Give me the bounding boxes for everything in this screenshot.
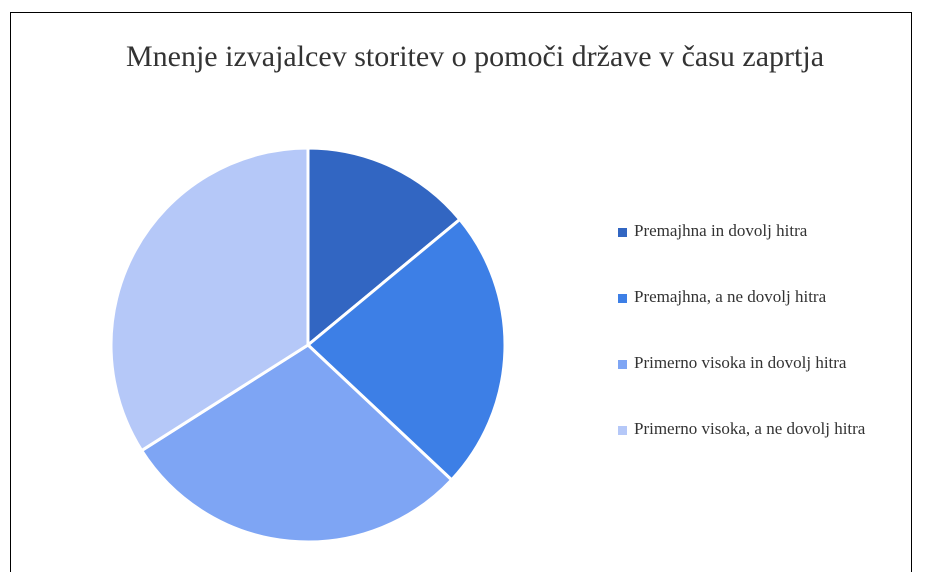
pie-slice (306, 146, 462, 349)
legend: Premajhna in dovolj hitra Premajhna, a ne… (618, 220, 918, 484)
legend-swatch (618, 360, 627, 369)
legend-swatch (618, 426, 627, 435)
legend-label: Premajhna in dovolj hitra (634, 221, 808, 240)
legend-swatch (618, 294, 627, 303)
legend-item: Premajhna in dovolj hitra (618, 220, 918, 286)
legend-swatch (618, 228, 627, 237)
pie-slice (139, 343, 454, 544)
chart-frame (10, 12, 912, 572)
pie-slice (305, 217, 507, 482)
legend-item: Primerno visoka in dovolj hitra (618, 352, 918, 418)
pie-slice (109, 146, 310, 453)
legend-item: Primerno visoka, a ne dovolj hitra (618, 418, 918, 484)
legend-label: Primerno visoka, a ne dovolj hitra (634, 419, 866, 438)
legend-label: Premajhna, a ne dovolj hitra (634, 287, 827, 306)
legend-label: Primerno visoka in dovolj hitra (634, 353, 847, 372)
legend-item: Premajhna, a ne dovolj hitra (618, 286, 918, 352)
chart-title: Mnenje izvajalcev storitev o pomoči drža… (125, 40, 825, 73)
